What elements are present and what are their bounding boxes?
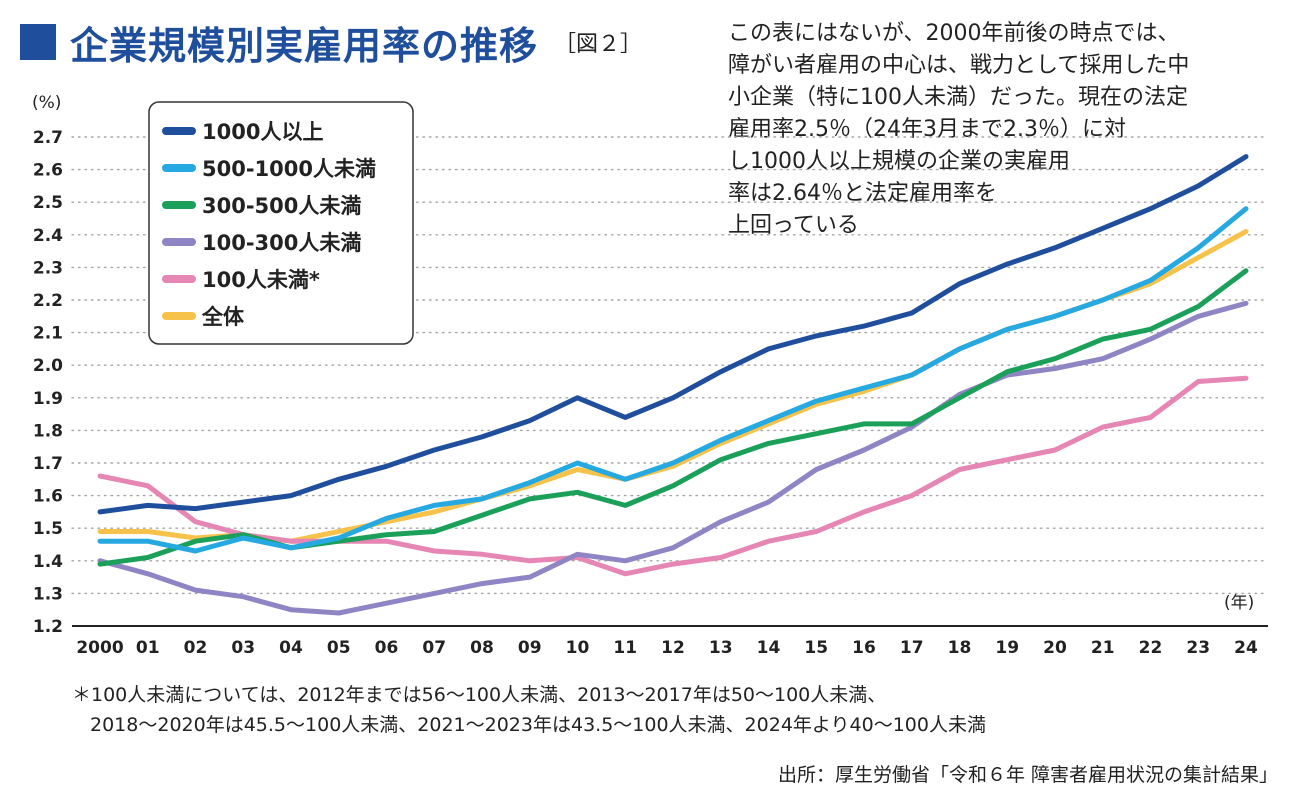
x-tick-label: 11 bbox=[613, 638, 637, 658]
legend-label: 100-300人未満 bbox=[202, 231, 361, 255]
footnote-line: 2018〜2020年は45.5〜100人未満、2021〜2023年は43.5〜1… bbox=[90, 714, 986, 736]
x-tick-label: 17 bbox=[900, 638, 924, 658]
y-tick-label: 1.6 bbox=[33, 487, 63, 507]
x-tick-label: 21 bbox=[1091, 638, 1115, 658]
callout-line: 上回っている bbox=[728, 213, 859, 238]
footnote-line: ＊100人未満については、2012年までは56〜100人未満、2013〜2017… bbox=[72, 684, 887, 706]
callout-line: 小企業（特に100人未満）だった。現在の法定 bbox=[728, 85, 1188, 110]
y-tick-label: 2.0 bbox=[33, 356, 63, 376]
x-tick-label: 12 bbox=[661, 638, 685, 658]
footnote: ＊100人未満については、2012年までは56〜100人未満、2013〜2017… bbox=[72, 680, 986, 740]
y-tick-label: 1.4 bbox=[33, 552, 63, 572]
x-tick-label: 15 bbox=[804, 638, 828, 658]
x-tick-label: 19 bbox=[995, 638, 1019, 658]
legend-box bbox=[148, 101, 414, 345]
y-tick-label: 2.3 bbox=[33, 258, 63, 278]
legend-label: 全体 bbox=[201, 305, 245, 329]
x-tick-label: 22 bbox=[1139, 638, 1163, 658]
x-tick-label: 02 bbox=[184, 638, 208, 658]
figure-label: ［図２］ bbox=[554, 32, 643, 57]
title-row: 企業規模別実雇用率の推移 ［図２］ bbox=[20, 12, 642, 72]
callout-line: 雇用率2.5％（24年3月まで2.3％）に対 bbox=[728, 117, 1126, 142]
x-tick-label: 08 bbox=[470, 638, 494, 658]
x-tick-label: 03 bbox=[231, 638, 255, 658]
title-square-icon bbox=[20, 24, 56, 60]
x-tick-label: 07 bbox=[422, 638, 446, 658]
y-tick-label: 1.8 bbox=[33, 421, 63, 441]
x-tick-label: 23 bbox=[1186, 638, 1210, 658]
series-lines bbox=[97, 154, 1249, 616]
legend-items: 1000人以上 500-1000人未満 300-500人未満 100-300人未満 10… bbox=[162, 120, 376, 329]
legend: 1000人以上 500-1000人未満 300-500人未満 100-300人未満 10… bbox=[148, 101, 414, 345]
y-tick-label: 1.9 bbox=[33, 389, 63, 409]
y-tick-label: 2.6 bbox=[33, 161, 63, 181]
y-tick-label: 1.2 bbox=[33, 617, 63, 637]
x-tick-label: 16 bbox=[852, 638, 876, 658]
x-tick-label: 24 bbox=[1234, 638, 1258, 658]
x-tick-label: 01 bbox=[136, 638, 160, 658]
callout-line: 障がい者雇用の中心は、戦力として採用した中 bbox=[728, 53, 1190, 78]
y-tick-labels: 1.2 1.3 1.4 1.5 1.6 1.7 1.8 1.9 2.0 2.1 2.2 2.3 2.4 2… bbox=[33, 128, 63, 637]
x-tick-label: 10 bbox=[566, 638, 590, 658]
y-tick-label: 2.7 bbox=[33, 128, 63, 148]
y-axis-unit-label: (%) bbox=[32, 93, 61, 113]
y-tick-label: 1.3 bbox=[33, 584, 63, 604]
callout-line: この表にはないが、2000年前後の時点では、 bbox=[728, 21, 1180, 46]
x-tick-label: 18 bbox=[948, 638, 972, 658]
source-note: 出所：厚生労働省「令和６年 障害者雇用状況の集計結果」 bbox=[777, 764, 1278, 786]
y-tick-label: 1.7 bbox=[33, 454, 63, 474]
series-line bbox=[97, 375, 1249, 577]
y-tick-label: 2.5 bbox=[33, 193, 63, 213]
y-tick-label: 1.5 bbox=[33, 519, 63, 539]
x-tick-label: 20 bbox=[1043, 638, 1067, 658]
chart-title: 企業規模別実雇用率の推移 bbox=[70, 23, 539, 68]
legend-label: 100人未満* bbox=[202, 268, 320, 292]
x-tick-label: 04 bbox=[279, 638, 303, 658]
x-tick-label: 14 bbox=[757, 638, 781, 658]
callout-line: 率は2.64％と法定雇用率を bbox=[728, 181, 997, 206]
x-tick-label: 13 bbox=[709, 638, 733, 658]
x-tick-label: 05 bbox=[327, 638, 351, 658]
grid-lines bbox=[71, 136, 1269, 595]
x-tick-label: 09 bbox=[518, 638, 542, 658]
legend-label: 1000人以上 bbox=[202, 120, 323, 144]
series-line bbox=[97, 206, 1249, 554]
x-tick-label: 06 bbox=[375, 638, 399, 658]
y-tick-label: 2.4 bbox=[33, 226, 63, 246]
x-tick-label: 2000 bbox=[76, 638, 123, 658]
y-tick-label: 2.1 bbox=[33, 324, 63, 344]
y-tick-label: 2.2 bbox=[33, 291, 63, 311]
x-axis-unit-label: (年) bbox=[1224, 593, 1254, 613]
series-line bbox=[97, 300, 1249, 616]
series-line bbox=[97, 154, 1249, 515]
legend-label: 300-500人未満 bbox=[202, 194, 361, 218]
legend-label: 500-1000人未満 bbox=[202, 157, 376, 181]
x-tick-labels: 2000 01 02 03 04 05 06 07 08 09 10 11 12 13 14 15 16 17 18… bbox=[76, 638, 1258, 658]
